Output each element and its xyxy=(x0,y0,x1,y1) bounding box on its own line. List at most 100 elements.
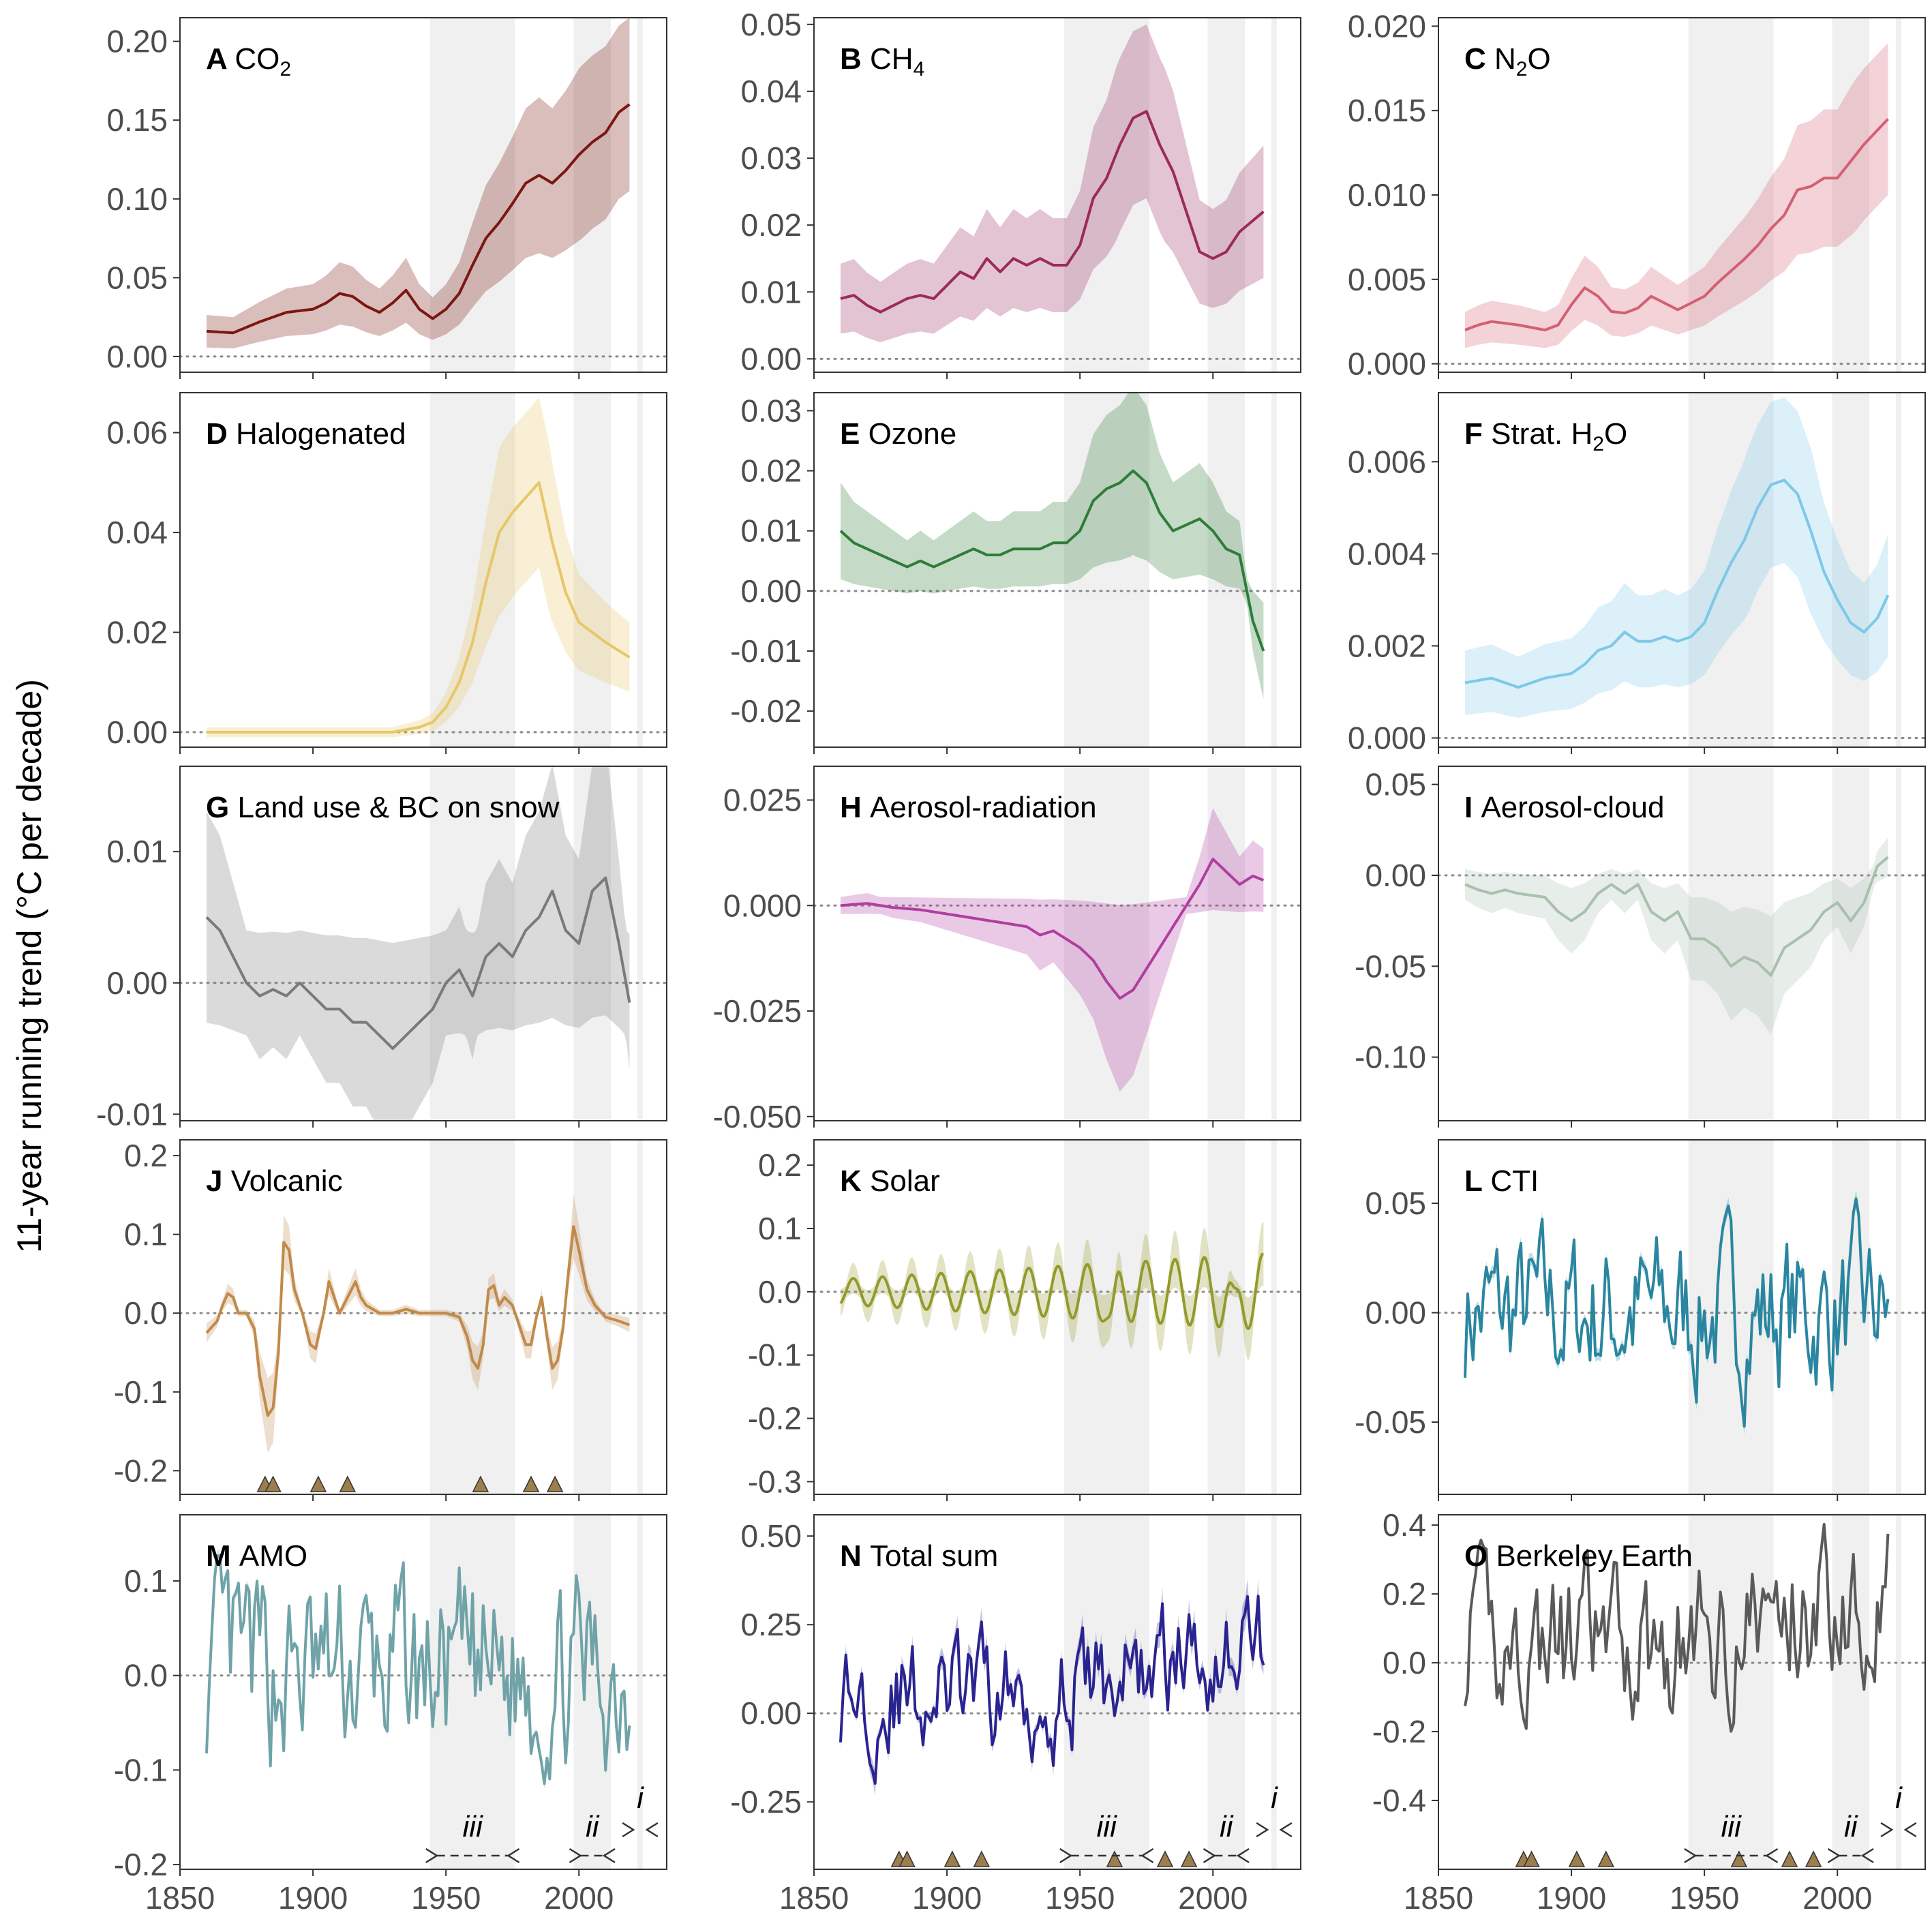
y-tick-label: -0.01 xyxy=(96,1096,168,1132)
y-tick-label: 0.004 xyxy=(1348,536,1426,571)
y-axis-title: 11-year running trend (°C per decade) xyxy=(10,679,48,1253)
shaded-period xyxy=(637,1140,643,1494)
shaded-period xyxy=(1063,766,1149,1121)
y-tick-label: 0.00 xyxy=(740,341,802,376)
series-line xyxy=(1464,1523,1890,1733)
y-tick-label: 0.00 xyxy=(740,573,802,609)
panel-label: E Ozone xyxy=(840,417,956,451)
shaded-period xyxy=(1207,393,1246,747)
shaded-period xyxy=(1271,18,1277,372)
y-tick-label: -0.2 xyxy=(748,1401,802,1436)
panel-h: -0.050 -0.025 0.000 0.025 H Aerosol-radiatio… xyxy=(713,766,1302,1134)
y-tick-label: 0.025 xyxy=(723,783,802,818)
volcano-marker xyxy=(899,1850,916,1867)
period-label: i xyxy=(1271,1781,1278,1815)
plot-area xyxy=(206,18,631,349)
period-label: i xyxy=(637,1781,644,1815)
plot-area xyxy=(840,24,1265,343)
y-tick-label: 0.1 xyxy=(124,1563,168,1599)
y-tick-label: 0.020 xyxy=(1348,8,1426,44)
shaded-period xyxy=(1896,18,1901,372)
y-tick-label: -0.025 xyxy=(713,993,802,1029)
uncertainty-band xyxy=(841,393,1264,699)
panel-label: F Strat. H2O xyxy=(1464,417,1627,455)
y-tick-label: 0.2 xyxy=(758,1147,802,1183)
volcano-marker xyxy=(472,1475,489,1492)
volcano-marker xyxy=(546,1475,564,1492)
y-tick-label: 0.005 xyxy=(1348,262,1426,297)
period-arrow-head xyxy=(1141,1847,1154,1864)
uncertainty-band xyxy=(1465,43,1888,348)
y-tick-label: 0.0 xyxy=(1383,1645,1426,1680)
period-arrow-head xyxy=(1903,1822,1917,1838)
y-tick-label: 0.00 xyxy=(106,965,168,1001)
y-tick-label: 0.000 xyxy=(723,888,802,923)
period-label: iii xyxy=(1721,1810,1742,1843)
y-tick-label: 0.2 xyxy=(1383,1576,1426,1612)
volcano-marker xyxy=(310,1475,327,1492)
plot-area xyxy=(840,808,1265,1092)
shaded-period xyxy=(429,393,515,747)
shaded-period xyxy=(1688,766,1774,1121)
series-line xyxy=(1464,118,1889,332)
y-tick-label: 0.0 xyxy=(124,1295,168,1331)
period-label: iii xyxy=(463,1810,484,1843)
shaded-period xyxy=(1271,1515,1277,1869)
shaded-period xyxy=(1207,1140,1246,1494)
series-line xyxy=(840,858,1265,1000)
shaded-period xyxy=(573,1515,612,1869)
series-line xyxy=(1464,479,1890,689)
y-tick-label: 0.00 xyxy=(1365,858,1426,893)
shaded-period xyxy=(1832,18,1870,372)
shaded-period xyxy=(429,18,515,372)
plot-area xyxy=(839,393,1265,699)
panel-frame xyxy=(1438,1514,1926,1870)
y-tick-label: 0.03 xyxy=(740,393,802,428)
y-tick-label: 0.0 xyxy=(124,1658,168,1693)
y-tick-label: 0.05 xyxy=(1365,767,1426,802)
volcano-marker xyxy=(522,1475,540,1492)
panel-label: D Halogenated xyxy=(206,417,406,451)
volcano-marker xyxy=(1156,1850,1174,1867)
volcano-marker xyxy=(1730,1850,1748,1867)
y-tick-label: -0.4 xyxy=(1372,1783,1426,1818)
y-tick-label: 0.01 xyxy=(106,834,168,869)
shaded-period xyxy=(573,18,612,372)
y-tick-label: 0.01 xyxy=(740,513,802,549)
volcano-marker xyxy=(1781,1850,1798,1867)
panel-frame xyxy=(179,392,667,748)
y-tick-label: 0.25 xyxy=(740,1607,802,1642)
y-tick-label: -0.05 xyxy=(1355,1404,1426,1440)
x-tick-label: 1950 xyxy=(1670,1880,1739,1916)
x-tick-label: 1950 xyxy=(1045,1880,1115,1916)
y-tick-label: -0.05 xyxy=(1355,948,1426,984)
y-tick-label: 0.06 xyxy=(106,415,168,451)
series-line xyxy=(839,1252,1264,1330)
panel-frame xyxy=(179,1514,667,1870)
y-tick-label: 0.00 xyxy=(1365,1295,1426,1331)
period-label: ii xyxy=(1844,1810,1858,1843)
volcano-marker xyxy=(265,1475,282,1492)
y-tick-label: -0.2 xyxy=(1372,1714,1426,1749)
plot-area xyxy=(839,1222,1264,1360)
series-line xyxy=(1464,1197,1890,1428)
shaded-period xyxy=(1832,393,1870,747)
series-line xyxy=(840,110,1265,314)
panel-label: O Berkeley Earth xyxy=(1464,1539,1693,1573)
period-label: ii xyxy=(1220,1810,1234,1843)
period-arrow-head xyxy=(622,1822,635,1838)
panel-l: -0.05 0.00 0.05 L CTI xyxy=(1355,1139,1927,1501)
volcano-marker xyxy=(944,1850,961,1867)
y-tick-label: 0.002 xyxy=(1348,628,1426,663)
series-line xyxy=(1464,856,1889,977)
y-tick-label: 0.000 xyxy=(1348,720,1426,755)
plot-area xyxy=(839,1578,1265,1796)
y-tick-label: -0.1 xyxy=(114,1752,168,1787)
uncertainty-band xyxy=(841,1578,1264,1796)
x-tick-label: 1900 xyxy=(278,1880,348,1916)
volcano-marker xyxy=(973,1850,991,1867)
y-tick-label: 0.006 xyxy=(1348,444,1426,479)
uncertainty-band xyxy=(207,397,630,738)
shaded-period xyxy=(1207,18,1246,372)
panel-frame xyxy=(813,766,1301,1121)
